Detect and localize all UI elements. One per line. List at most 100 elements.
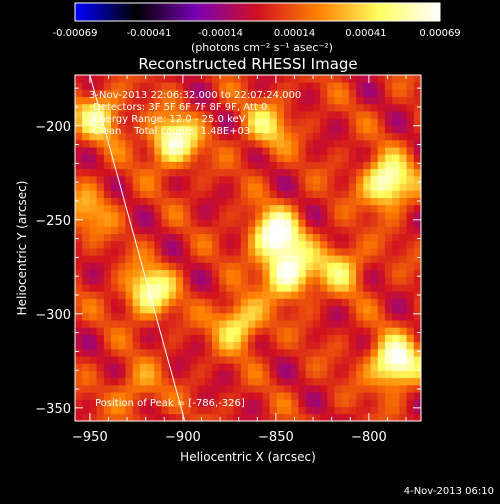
heatmap-cell <box>183 406 191 415</box>
heatmap-cell <box>399 204 407 213</box>
heatmap-cell <box>341 276 350 285</box>
heatmap-cell <box>298 75 307 83</box>
heatmap-cell <box>111 327 119 335</box>
heatmap-cell <box>154 139 162 148</box>
heatmap-cell <box>291 226 299 234</box>
heatmap-cell <box>356 219 364 227</box>
heatmap-cell <box>168 103 177 112</box>
heatmap-cell <box>276 226 285 234</box>
heatmap-cell <box>226 111 234 119</box>
heatmap-cell <box>327 82 335 90</box>
heatmap-cell <box>103 341 112 350</box>
heatmap-cell <box>139 413 148 421</box>
heatmap-cell <box>392 89 400 98</box>
heatmap-cell <box>255 269 263 278</box>
heatmap-cell <box>356 377 364 386</box>
heatmap-cell <box>327 284 335 292</box>
heatmap-cell <box>183 132 191 141</box>
heatmap-cell <box>348 75 357 83</box>
heatmap-cell <box>233 240 242 249</box>
heatmap-cell <box>399 154 407 162</box>
heatmap-cell <box>125 211 134 220</box>
heatmap-cell <box>298 89 307 98</box>
heatmap-cell <box>269 312 278 321</box>
heatmap-cell <box>320 168 328 177</box>
heatmap-cell <box>320 248 328 256</box>
heatmap-cell <box>183 341 191 350</box>
heatmap-cell <box>341 132 350 141</box>
heatmap-cell <box>399 327 407 335</box>
heatmap-cell <box>406 276 415 285</box>
heatmap-cell <box>226 248 234 256</box>
heatmap-cell <box>248 240 256 249</box>
heatmap-cell <box>125 204 134 213</box>
heatmap-cell <box>96 118 105 126</box>
heatmap-cell <box>240 269 249 278</box>
heatmap-cell <box>392 211 400 220</box>
heatmap-cell <box>89 132 98 141</box>
heatmap-cell <box>348 305 357 314</box>
heatmap-cell <box>161 298 170 307</box>
heatmap-cell <box>75 348 83 357</box>
heatmap-cell <box>132 82 141 90</box>
heatmap-cell <box>377 197 386 206</box>
heatmap-cell <box>154 75 162 83</box>
heatmap-cell <box>248 276 256 285</box>
heatmap-cell <box>190 211 198 220</box>
heatmap-cell <box>413 82 421 90</box>
heatmap-cell <box>312 327 321 335</box>
heatmap-cell <box>348 111 357 119</box>
heatmap-cell <box>406 377 415 386</box>
heatmap-cell <box>413 341 421 350</box>
heatmap-cell <box>334 103 343 112</box>
heatmap-cell <box>226 183 234 191</box>
heatmap-cell <box>190 219 198 227</box>
heatmap-cell <box>399 348 407 357</box>
heatmap-cell <box>233 139 242 148</box>
heatmap-cell <box>269 334 278 343</box>
heatmap-cell <box>204 118 213 126</box>
heatmap-cell <box>298 384 307 393</box>
heatmap-cell <box>276 269 285 278</box>
heatmap-cell <box>139 284 148 292</box>
heatmap-cell <box>341 125 350 134</box>
heatmap-cell <box>96 284 105 292</box>
heatmap-cell <box>240 111 249 119</box>
heatmap-cell <box>89 312 98 321</box>
heatmap-cell <box>341 204 350 213</box>
heatmap-cell <box>147 132 155 141</box>
heatmap-cell <box>384 219 393 227</box>
heatmap-cell <box>406 356 415 364</box>
heatmap-cell <box>262 139 271 148</box>
heatmap-cell <box>284 118 292 126</box>
heatmap-cell <box>291 370 299 379</box>
heatmap-cell <box>154 406 162 415</box>
heatmap-cell <box>255 291 263 299</box>
heatmap-cell <box>132 392 141 400</box>
heatmap-cell <box>197 392 206 400</box>
heatmap-cell <box>240 305 249 314</box>
heatmap-cell <box>413 298 421 307</box>
heatmap-cell <box>175 111 184 119</box>
heatmap-cell <box>147 413 155 421</box>
heatmap-cell <box>240 255 249 263</box>
heatmap-cell <box>219 284 227 292</box>
heatmap-cell <box>312 377 321 386</box>
heatmap-cell <box>248 291 256 299</box>
heatmap-cell <box>111 96 119 105</box>
heatmap-cell <box>406 406 415 415</box>
heatmap-cell <box>233 82 242 90</box>
heatmap-cell <box>240 240 249 249</box>
heatmap-cell <box>125 168 134 177</box>
heatmap-cell <box>269 298 278 307</box>
heatmap-cell <box>125 276 134 285</box>
heatmap-cell <box>406 363 415 371</box>
heatmap-cell <box>168 413 177 421</box>
heatmap-cell <box>262 197 271 206</box>
heatmap-cell <box>82 327 90 335</box>
heatmap-cell <box>233 183 242 191</box>
heatmap-cell <box>96 298 105 307</box>
heatmap-cell <box>377 269 386 278</box>
heatmap-cell <box>89 298 98 307</box>
heatmap-cell <box>233 219 242 227</box>
